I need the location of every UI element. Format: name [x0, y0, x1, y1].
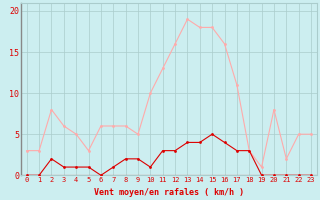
X-axis label: Vent moyen/en rafales ( km/h ): Vent moyen/en rafales ( km/h ): [94, 188, 244, 197]
